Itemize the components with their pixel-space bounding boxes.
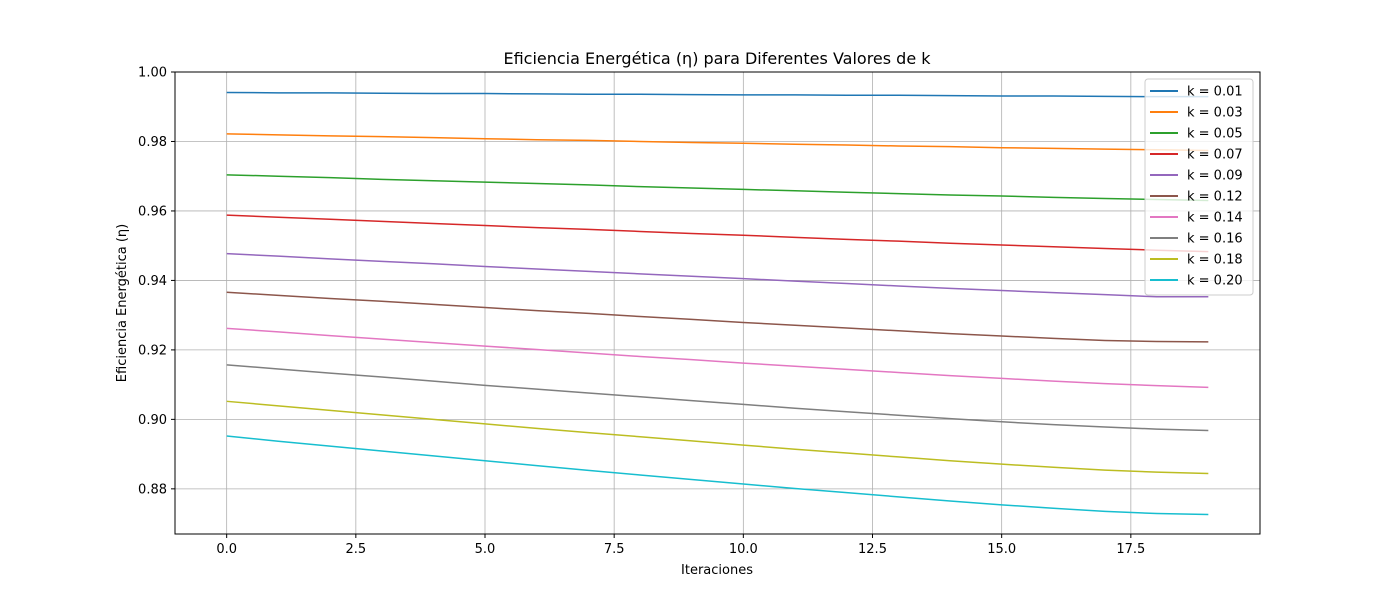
y-tick-label: 0.92 [138, 343, 167, 358]
legend-entry: k = 0.03 [1187, 106, 1243, 121]
x-tick-label: 15.0 [987, 542, 1016, 557]
y-tick-label: 0.90 [138, 413, 167, 428]
legend-entry: k = 0.12 [1187, 190, 1243, 205]
legend-entry: k = 0.16 [1187, 232, 1243, 247]
x-tick-label: 2.5 [345, 542, 366, 557]
legend-entry: k = 0.07 [1187, 148, 1243, 163]
series-layer [226, 91, 1209, 516]
legend-entry: k = 0.05 [1187, 127, 1243, 142]
legend-entry: k = 0.09 [1187, 169, 1243, 184]
legend: k = 0.01 k = 0.03 k = 0.05 k = 0.07 k = 0.09… [1144, 78, 1254, 296]
series-line [226, 435, 1209, 516]
legend-entry: k = 0.20 [1187, 274, 1243, 289]
chart-title: Eficiencia Energética (η) para Diferente… [503, 49, 931, 68]
series-line [226, 327, 1209, 389]
series-line [226, 252, 1209, 298]
x-tick-label: 0.0 [216, 542, 237, 557]
y-tick-label: 0.96 [138, 204, 167, 219]
series-line [226, 214, 1209, 253]
y-axis-ticks: 0.88 0.90 0.92 0.94 0.96 0.98 1.00 [138, 66, 175, 497]
x-tick-label: 17.5 [1116, 542, 1145, 557]
series-line [226, 133, 1209, 152]
legend-entry: k = 0.18 [1187, 253, 1243, 268]
y-axis-title: Eficiencia Energética (η) [115, 224, 130, 382]
series-line [226, 174, 1209, 202]
legend-entry: k = 0.14 [1187, 211, 1243, 226]
legend-entry: k = 0.01 [1187, 85, 1243, 100]
y-tick-label: 0.98 [138, 135, 167, 150]
y-tick-label: 0.94 [138, 274, 167, 289]
series-line [226, 91, 1209, 98]
plot-frame [174, 71, 1261, 535]
x-tick-label: 10.0 [729, 542, 758, 557]
y-tick-label: 1.00 [138, 66, 167, 81]
x-axis-title: Iteraciones [681, 563, 753, 578]
x-tick-label: 5.0 [475, 542, 496, 557]
x-tick-label: 12.5 [858, 542, 887, 557]
series-line [226, 364, 1209, 432]
series-line [226, 400, 1209, 475]
y-tick-label: 0.88 [138, 482, 167, 497]
x-axis-ticks: 0.0 2.5 5.0 7.5 10.0 12.5 15.0 17.5 [216, 534, 1145, 557]
series-line [226, 291, 1209, 343]
x-tick-label: 7.5 [604, 542, 625, 557]
